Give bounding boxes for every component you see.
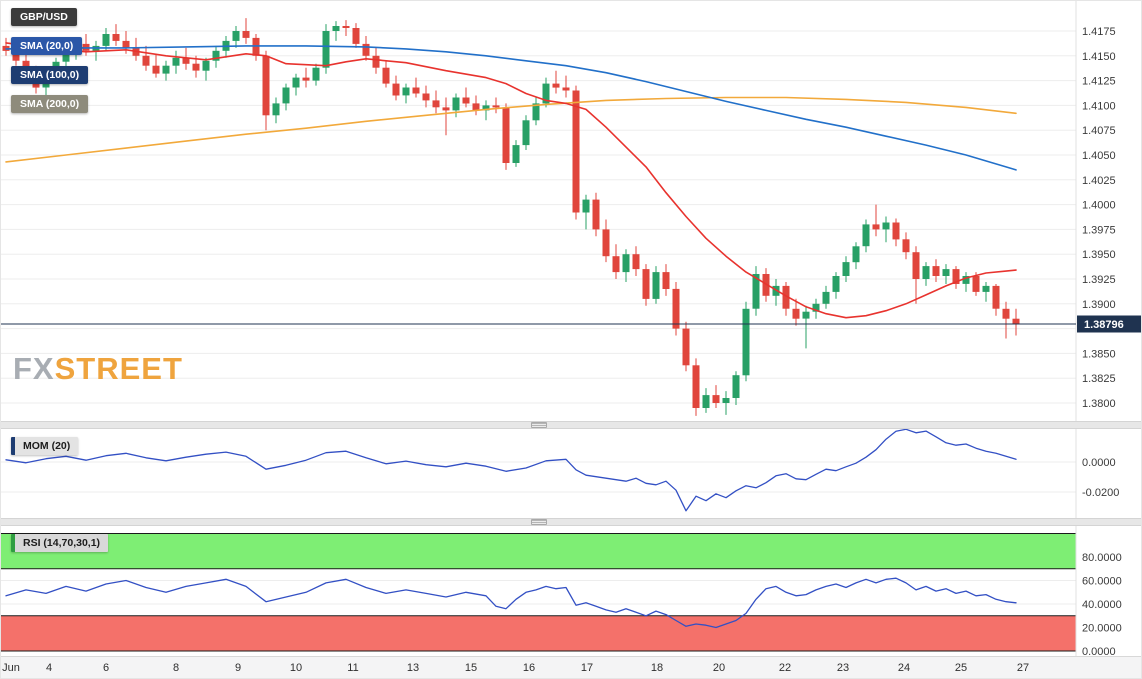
mom-chip-label: MOM (20) — [15, 437, 79, 455]
svg-text:1.4000: 1.4000 — [1082, 200, 1116, 212]
sma100-legend-chip[interactable]: SMA (100,0) — [11, 66, 89, 84]
rsi-line — [5, 577, 1017, 629]
svg-text:1.4100: 1.4100 — [1082, 100, 1116, 112]
mom-legend-chip[interactable]: MOM (20) — [11, 437, 79, 455]
time-axis-label: Jun — [2, 662, 20, 674]
svg-text:0.0000: 0.0000 — [1082, 457, 1116, 469]
rsi-chip-accent — [11, 534, 15, 552]
svg-text:1.4125: 1.4125 — [1082, 76, 1116, 88]
svg-text:20.0000: 20.0000 — [1082, 623, 1122, 635]
sma100-line — [5, 45, 1017, 171]
time-axis-label: 4 — [45, 662, 53, 674]
momentum-panel[interactable]: 0.0000 -0.0200 MOM (20) — [1, 429, 1142, 518]
svg-text:1.3825: 1.3825 — [1082, 373, 1116, 385]
svg-text:1.3925: 1.3925 — [1082, 274, 1116, 286]
panel-divider-1[interactable] — [1, 421, 1141, 429]
momentum-canvas[interactable]: 0.0000 -0.0200 — [1, 429, 1142, 518]
last-price-badge: 1.38796 — [1077, 315, 1141, 333]
price-chart-canvas[interactable]: 1.4175 1.4150 1.4125 1.4100 1.4075 1.4050 1.40… — [1, 1, 1142, 421]
symbol-legend-chip[interactable]: GBP/USD — [11, 8, 77, 26]
svg-text:80.0000: 80.0000 — [1082, 552, 1122, 564]
time-axis-label: 18 — [650, 662, 664, 674]
momentum-gridlines: 0.0000 -0.0200 — [1, 457, 1119, 499]
momentum-line — [5, 429, 1017, 512]
svg-text:1.4050: 1.4050 — [1082, 150, 1116, 162]
time-axis-label: 22 — [778, 662, 792, 674]
sma200-line — [5, 96, 1017, 163]
rsi-gridlines — [1, 580, 1076, 605]
sma20-line — [5, 42, 1017, 319]
rsi-overbought-zone — [1, 533, 1076, 569]
time-axis-label: 13 — [406, 662, 420, 674]
svg-text:1.4175: 1.4175 — [1082, 26, 1116, 38]
sma20-legend-chip[interactable]: SMA (20,0) — [11, 37, 83, 55]
time-axis-label: 20 — [712, 662, 726, 674]
svg-text:1.4150: 1.4150 — [1082, 51, 1116, 63]
time-axis-label: 8 — [172, 662, 180, 674]
time-axis[interactable]: Jun 4 6 8 9 10 11 13 15 16 17 18 20 22 23 24 25 27 — [1, 656, 1141, 678]
rsi-oversold-zone — [1, 615, 1076, 652]
svg-text:1.3800: 1.3800 — [1082, 398, 1116, 410]
rsi-canvas[interactable]: 80.0000 60.0000 40.0000 20.0000 0.0000 — [1, 526, 1142, 656]
svg-text:0.0000: 0.0000 — [1082, 646, 1116, 656]
candlesticks — [2, 18, 1020, 416]
time-axis-label: 25 — [954, 662, 968, 674]
svg-text:1.3900: 1.3900 — [1082, 299, 1116, 311]
sma200-legend-chip[interactable]: SMA (200,0) — [11, 95, 89, 113]
chart-legend: GBP/USD SMA (20,0) SMA (100,0) SMA (200,… — [11, 8, 89, 113]
time-axis-label: 27 — [1016, 662, 1030, 674]
time-axis-label: 16 — [522, 662, 536, 674]
panel-divider-2[interactable] — [1, 518, 1141, 526]
time-axis-label: 15 — [464, 662, 478, 674]
time-axis-label: 9 — [234, 662, 242, 674]
mom-chip-accent — [11, 437, 15, 455]
fxstreet-watermark: FXSTREET — [13, 353, 183, 384]
svg-text:60.0000: 60.0000 — [1082, 576, 1122, 588]
time-axis-label: 17 — [580, 662, 594, 674]
price-panel[interactable]: 1.4175 1.4150 1.4125 1.4100 1.4075 1.4050 1.40… — [1, 1, 1142, 421]
price-gridlines: 1.4175 1.4150 1.4125 1.4100 1.4075 1.4050 1.40… — [1, 26, 1116, 410]
time-axis-label: 11 — [347, 662, 359, 674]
time-axis-label: 24 — [897, 662, 911, 674]
svg-text:1.38796: 1.38796 — [1084, 319, 1124, 331]
rsi-legend-chip[interactable]: RSI (14,70,30,1) — [11, 534, 109, 552]
rsi-chip-label: RSI (14,70,30,1) — [15, 534, 109, 552]
watermark-street: STREET — [54, 351, 183, 386]
svg-text:1.3850: 1.3850 — [1082, 348, 1116, 360]
rsi-panel[interactable]: 80.0000 60.0000 40.0000 20.0000 0.0000 RSI (… — [1, 526, 1142, 656]
watermark-fx: FX — [13, 351, 55, 386]
svg-text:1.4075: 1.4075 — [1082, 125, 1116, 137]
time-axis-label: 10 — [289, 662, 303, 674]
svg-text:40.0000: 40.0000 — [1082, 599, 1122, 611]
svg-text:1.3975: 1.3975 — [1082, 224, 1116, 236]
svg-text:-0.0200: -0.0200 — [1082, 487, 1119, 499]
time-axis-label: 23 — [836, 662, 850, 674]
resize-handle-icon[interactable] — [531, 422, 547, 428]
resize-handle-icon[interactable] — [531, 519, 547, 525]
svg-text:1.3950: 1.3950 — [1082, 249, 1116, 261]
svg-text:1.4025: 1.4025 — [1082, 175, 1116, 187]
time-axis-label: 6 — [102, 662, 110, 674]
